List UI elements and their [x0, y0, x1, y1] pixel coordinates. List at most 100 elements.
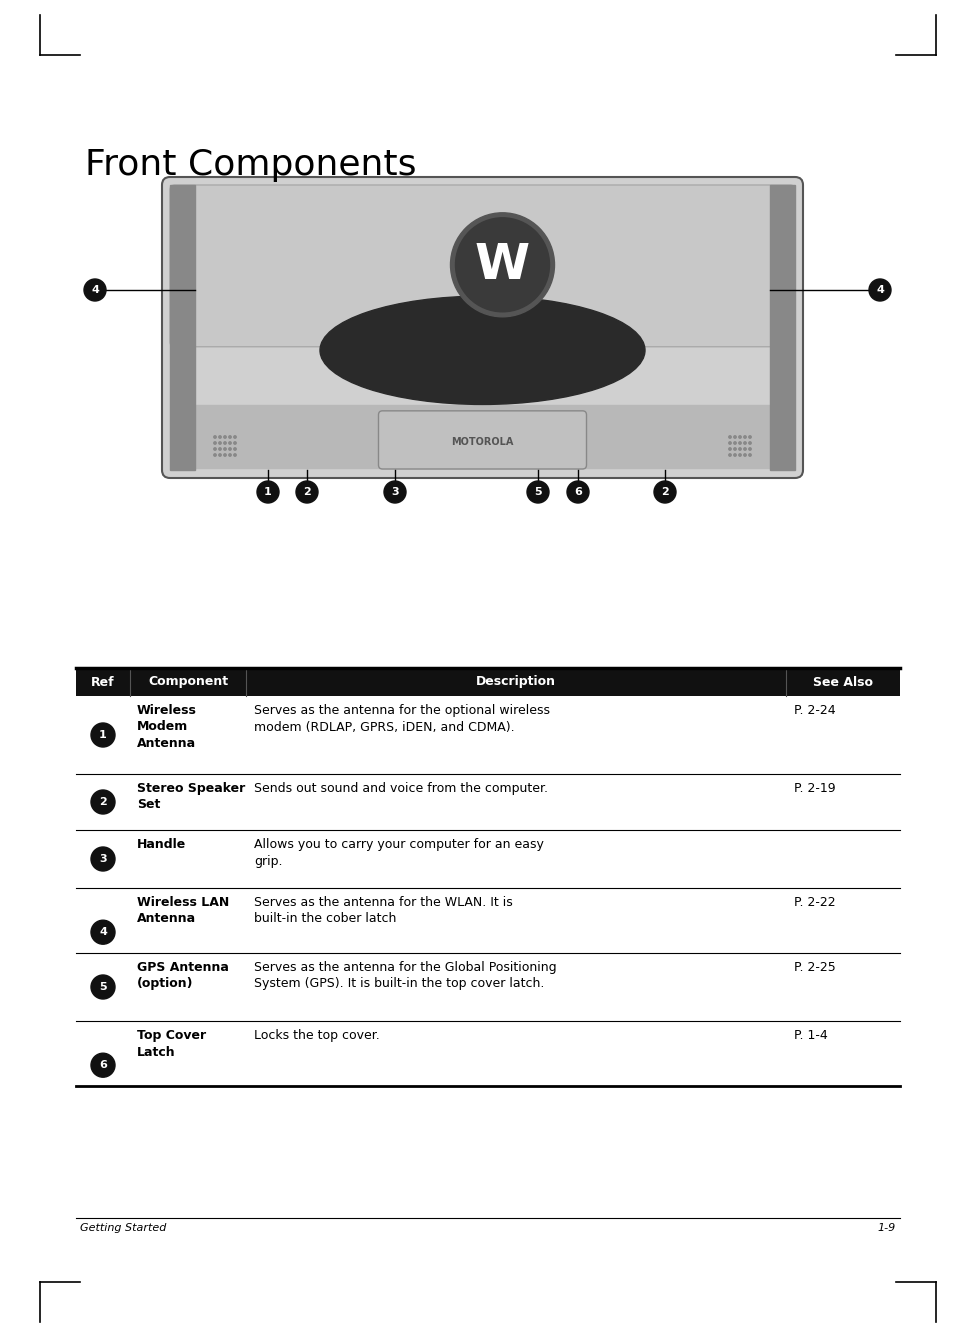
Text: Locks the top cover.: Locks the top cover.: [254, 1029, 380, 1042]
Circle shape: [739, 453, 741, 456]
Text: Wireless
Modem
Antenna: Wireless Modem Antenna: [137, 705, 197, 750]
Circle shape: [257, 481, 279, 503]
Circle shape: [234, 453, 236, 456]
Circle shape: [234, 436, 236, 439]
Circle shape: [91, 848, 115, 870]
Text: Allows you to carry your computer for an easy
grip.: Allows you to carry your computer for an…: [254, 838, 544, 868]
Text: GPS Antenna
(option): GPS Antenna (option): [137, 961, 229, 991]
Bar: [180, 405, 785, 468]
Circle shape: [224, 448, 226, 451]
Text: Wireless LAN
Antenna: Wireless LAN Antenna: [137, 896, 229, 925]
Text: Stereo Speaker
Set: Stereo Speaker Set: [137, 782, 245, 812]
Circle shape: [744, 436, 747, 439]
Circle shape: [749, 436, 752, 439]
Circle shape: [749, 441, 752, 444]
Circle shape: [228, 441, 231, 444]
Text: Serves as the antenna for the WLAN. It is
built-in the cober latch: Serves as the antenna for the WLAN. It i…: [254, 896, 512, 925]
Circle shape: [234, 441, 236, 444]
Text: Getting Started: Getting Started: [80, 1223, 166, 1233]
Text: 4: 4: [91, 285, 99, 295]
Circle shape: [224, 436, 226, 439]
Text: 6: 6: [99, 1060, 107, 1070]
Circle shape: [654, 481, 676, 503]
Bar: [76, 668, 900, 697]
Circle shape: [234, 448, 236, 451]
Text: 1: 1: [264, 487, 272, 497]
Bar: [76, 1021, 900, 1086]
Circle shape: [219, 453, 222, 456]
Circle shape: [219, 441, 222, 444]
Circle shape: [91, 723, 115, 747]
Text: 3: 3: [100, 854, 106, 864]
Circle shape: [744, 448, 747, 451]
Circle shape: [739, 441, 741, 444]
Circle shape: [91, 790, 115, 814]
Text: P. 2-24: P. 2-24: [794, 705, 835, 717]
Bar: [76, 953, 900, 1021]
Circle shape: [91, 975, 115, 999]
Text: 2: 2: [100, 797, 107, 808]
Circle shape: [451, 213, 554, 317]
Bar: [770, 185, 795, 471]
Circle shape: [214, 448, 217, 451]
Bar: [76, 697, 900, 774]
Text: Ref: Ref: [91, 675, 115, 689]
Circle shape: [729, 453, 731, 456]
Text: 6: 6: [574, 487, 582, 497]
Circle shape: [734, 436, 736, 439]
Circle shape: [729, 448, 731, 451]
Circle shape: [224, 453, 226, 456]
Ellipse shape: [320, 297, 645, 405]
Text: Sends out sound and voice from the computer.: Sends out sound and voice from the compu…: [254, 782, 548, 796]
Circle shape: [228, 436, 231, 439]
Text: P. 1-4: P. 1-4: [794, 1029, 828, 1042]
Circle shape: [214, 436, 217, 439]
Text: 5: 5: [534, 487, 542, 497]
Text: Description: Description: [476, 675, 556, 689]
Text: Serves as the antenna for the Global Positioning
System (GPS). It is built-in th: Serves as the antenna for the Global Pos…: [254, 961, 556, 991]
Text: W: W: [475, 241, 530, 289]
Circle shape: [739, 436, 741, 439]
FancyBboxPatch shape: [379, 410, 587, 469]
Circle shape: [384, 481, 406, 503]
Circle shape: [219, 436, 222, 439]
Text: 4: 4: [876, 285, 884, 295]
Circle shape: [91, 1054, 115, 1078]
Circle shape: [744, 453, 747, 456]
Text: 1: 1: [100, 730, 107, 739]
Circle shape: [734, 453, 736, 456]
Circle shape: [296, 481, 318, 503]
Circle shape: [744, 441, 747, 444]
Text: MOTOROLA: MOTOROLA: [451, 437, 513, 447]
Circle shape: [729, 441, 731, 444]
Bar: [76, 888, 900, 953]
Text: Front Components: Front Components: [85, 148, 417, 182]
Text: Handle: Handle: [137, 838, 186, 850]
Circle shape: [228, 453, 231, 456]
Circle shape: [749, 453, 752, 456]
FancyBboxPatch shape: [162, 176, 803, 479]
Text: 3: 3: [391, 487, 399, 497]
Circle shape: [214, 453, 217, 456]
FancyBboxPatch shape: [170, 185, 795, 346]
Text: See Also: See Also: [813, 675, 873, 689]
Text: Serves as the antenna for the optional wireless
modem (RDLAP, GPRS, iDEN, and CD: Serves as the antenna for the optional w…: [254, 705, 550, 734]
Circle shape: [228, 448, 231, 451]
Bar: [76, 830, 900, 888]
Text: Component: Component: [148, 675, 228, 689]
Circle shape: [734, 448, 736, 451]
Circle shape: [739, 448, 741, 451]
Text: 5: 5: [100, 981, 106, 992]
Circle shape: [214, 441, 217, 444]
Circle shape: [729, 436, 731, 439]
Text: P. 2-22: P. 2-22: [794, 896, 835, 909]
Text: 2: 2: [661, 487, 669, 497]
Text: P. 2-19: P. 2-19: [794, 782, 835, 796]
Text: 2: 2: [304, 487, 311, 497]
Circle shape: [734, 441, 736, 444]
Bar: [170, 185, 195, 471]
Text: 1-9: 1-9: [877, 1223, 896, 1233]
Circle shape: [219, 448, 222, 451]
Circle shape: [749, 448, 752, 451]
Circle shape: [84, 279, 106, 301]
